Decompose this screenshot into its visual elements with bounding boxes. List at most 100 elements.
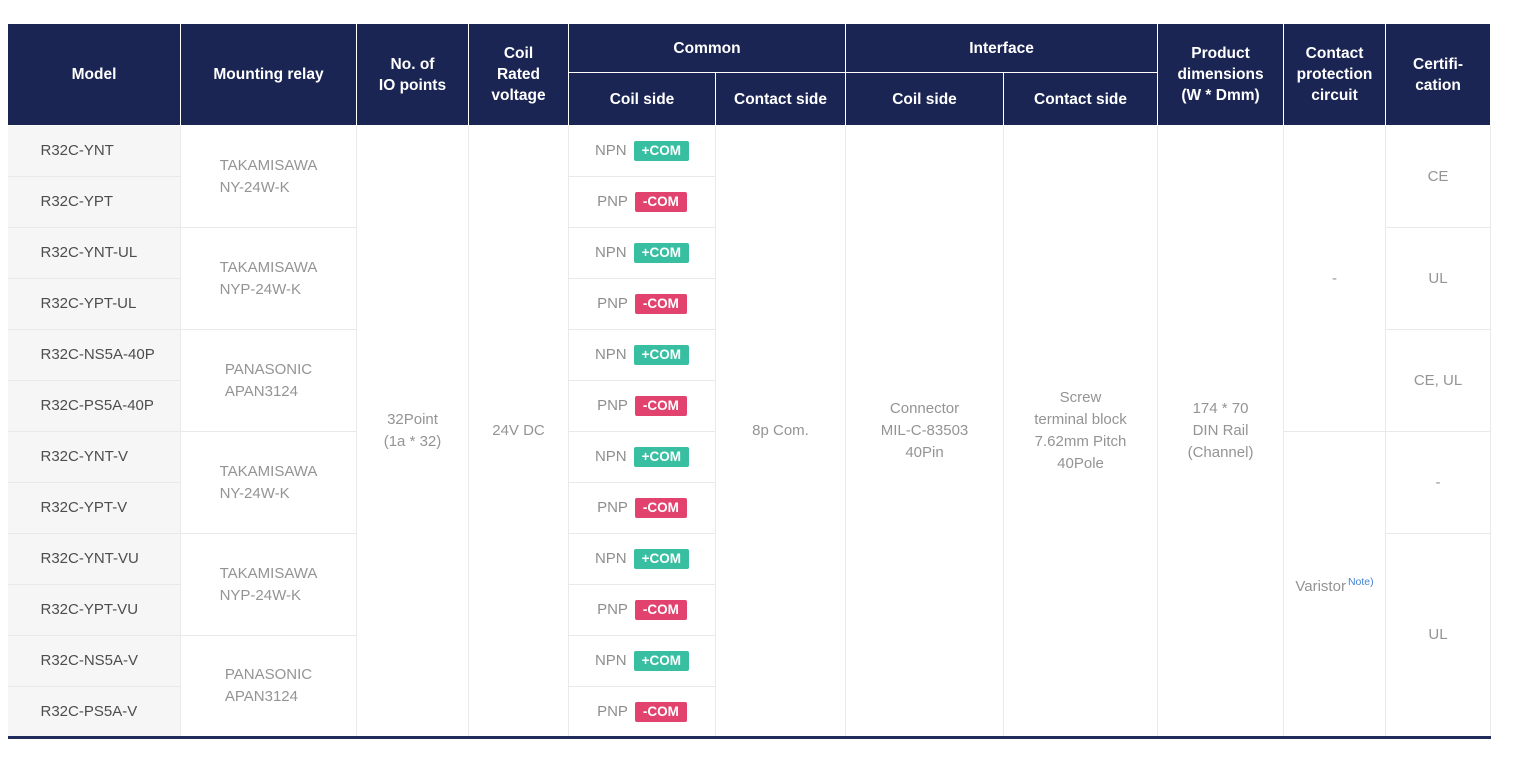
polarity-label: NPN [594,244,627,261]
model-cell: R32C-YNT [7,125,181,177]
common-coil-cell: NPN +COM [568,329,716,381]
model-cell: R32C-YNT-V [7,431,181,483]
mounting-relay-cell: PANASONIC APAN3124 [180,329,357,432]
polarity-label: PNP [597,397,628,414]
model-cell: R32C-YPT-UL [7,278,181,330]
header-interface-coil-side: Coil side [845,72,1005,126]
com-badge: -COM [634,192,687,213]
common-coil-cell: NPN +COM [568,125,716,177]
model-cell: R32C-PS5A-V [7,686,181,738]
common-coil-cell: PNP -COM [568,584,716,636]
relay-name: TAKAMISAWA NYP-24W-K [219,258,318,298]
table-row: R32C-YPT-UL PNP -COM [7,278,1491,330]
certification-cell: UL [1385,533,1492,738]
relay-spec-table: Model Mounting relay No. of IO points Co… [7,23,1492,739]
mounting-relay-cell: TAKAMISAWA NY-24W-K [180,431,357,534]
table-row: R32C-YPT PNP -COM [7,176,1491,228]
header-product-dimensions: Product dimensions (W * Dmm) [1157,23,1285,126]
model-cell: R32C-YPT-VU [7,584,181,636]
polarity-label: PNP [597,499,628,516]
polarity-label: NPN [594,550,627,567]
interface-coil-cell: Connector MIL-C-83503 40Pin [845,125,1005,738]
table-row: R32C-YNT-UL TAKAMISAWA NYP-24W-K NPN +COM… [7,227,1492,330]
table-row: R32C-YPT-V PNP -COM [7,482,1491,534]
relay-name: TAKAMISAWA NY-24W-K [219,156,318,196]
mounting-relay-cell: TAKAMISAWA NY-24W-K [180,125,357,228]
common-coil-cell: NPN +COM [568,227,716,279]
interface-contact-cell: Screw terminal block 7.62mm Pitch 40Pole [1003,125,1159,738]
table-row: R32C-YNT-VU TAKAMISAWA NYP-24W-K NPN +COM… [7,533,1492,738]
table-row: R32C-NS5A-V PANASONIC APAN3124 NPN +COM [7,635,1491,738]
header-common-contact-side: Contact side [714,72,847,126]
contact-protection-cell: - [1283,125,1387,432]
com-badge: +COM [633,447,690,468]
header-interface-contact-side: Contact side [1003,72,1159,126]
table-row: R32C-YNT TAKAMISAWA NY-24W-K 32Point (1a… [7,125,1492,738]
header-certification: Certifi- cation [1385,23,1492,126]
varistor-label: Varistor [1295,577,1346,595]
common-coil-cell: PNP -COM [568,482,716,534]
table-row: R32C-YPT-VU PNP -COM [7,584,1491,636]
polarity-label: PNP [597,193,628,210]
com-badge: +COM [633,345,690,366]
common-coil-cell: PNP -COM [568,176,716,228]
com-badge: +COM [633,243,690,264]
polarity-label: NPN [594,652,627,669]
mounting-relay-cell: TAKAMISAWA NYP-24W-K [180,227,357,330]
header-common-coil-side: Coil side [568,72,716,126]
common-coil-cell: PNP -COM [568,380,716,432]
polarity-label: PNP [597,601,628,618]
relay-name: TAKAMISAWA NY-24W-K [219,462,318,502]
model-cell: R32C-YNT-VU [7,533,181,585]
polarity-label: NPN [594,142,627,159]
mounting-relay-cell: PANASONIC APAN3124 [180,635,357,738]
mounting-relay-cell: TAKAMISAWA NYP-24W-K [180,533,357,636]
table-row: R32C-NS5A-40P PANASONIC APAN3124 NPN +COM… [7,329,1492,432]
header-common-group: Common [567,23,847,73]
com-badge: +COM [633,141,690,162]
note-link[interactable]: Note) [1347,575,1374,588]
com-badge: -COM [634,396,687,417]
com-badge: -COM [634,701,687,722]
com-badge: -COM [634,498,687,519]
certification-cell: - [1385,431,1492,534]
header-io-points: No. of IO points [356,23,469,126]
model-cell: R32C-NS5A-V [7,635,181,687]
common-coil-cell: NPN +COM [568,635,716,687]
header-coil-voltage: Coil Rated voltage [468,23,569,126]
model-cell: R32C-PS5A-40P [7,380,181,432]
table-body: R32C-YNT TAKAMISAWA NY-24W-K 32Point (1a… [7,125,1492,738]
contact-protection-cell: Varistor Note) [1283,431,1387,738]
header-model: Model [7,23,181,126]
com-badge: -COM [634,294,687,315]
polarity-label: PNP [597,295,628,312]
common-coil-cell: NPN +COM [568,431,716,483]
polarity-label: NPN [594,448,627,465]
model-cell: R32C-YPT [7,176,181,228]
model-cell: R32C-YNT-UL [7,227,181,279]
spec-table-container: Model Mounting relay No. of IO points Co… [7,23,1492,739]
common-coil-cell: NPN +COM [568,533,716,585]
certification-cell: CE, UL [1385,329,1492,432]
relay-name: PANASONIC APAN3124 [224,360,313,400]
coil-voltage-cell: 24V DC [468,125,569,738]
relay-name: PANASONIC APAN3124 [224,666,313,705]
common-coil-cell: PNP -COM [568,686,716,738]
certification-cell: UL [1385,227,1492,330]
model-cell: R32C-NS5A-40P [7,329,181,381]
polarity-label: PNP [597,702,628,720]
model-cell: R32C-YPT-V [7,482,181,534]
header-mounting-relay: Mounting relay [180,23,357,126]
product-dimensions-cell: 174 * 70 DIN Rail (Channel) [1157,125,1285,738]
polarity-label: NPN [594,346,627,363]
com-badge: +COM [633,549,690,570]
common-contact-cell: 8p Com. [714,125,847,738]
com-badge: -COM [634,600,687,621]
common-coil-cell: PNP -COM [568,278,716,330]
header-interface-group: Interface [845,23,1159,73]
table-header: Model Mounting relay No. of IO points Co… [7,23,1492,126]
header-contact-protection: Contact protection circuit [1283,23,1387,126]
relay-name: TAKAMISAWA NYP-24W-K [219,564,318,604]
io-points-cell: 32Point (1a * 32) [356,125,469,738]
com-badge: +COM [633,651,690,672]
